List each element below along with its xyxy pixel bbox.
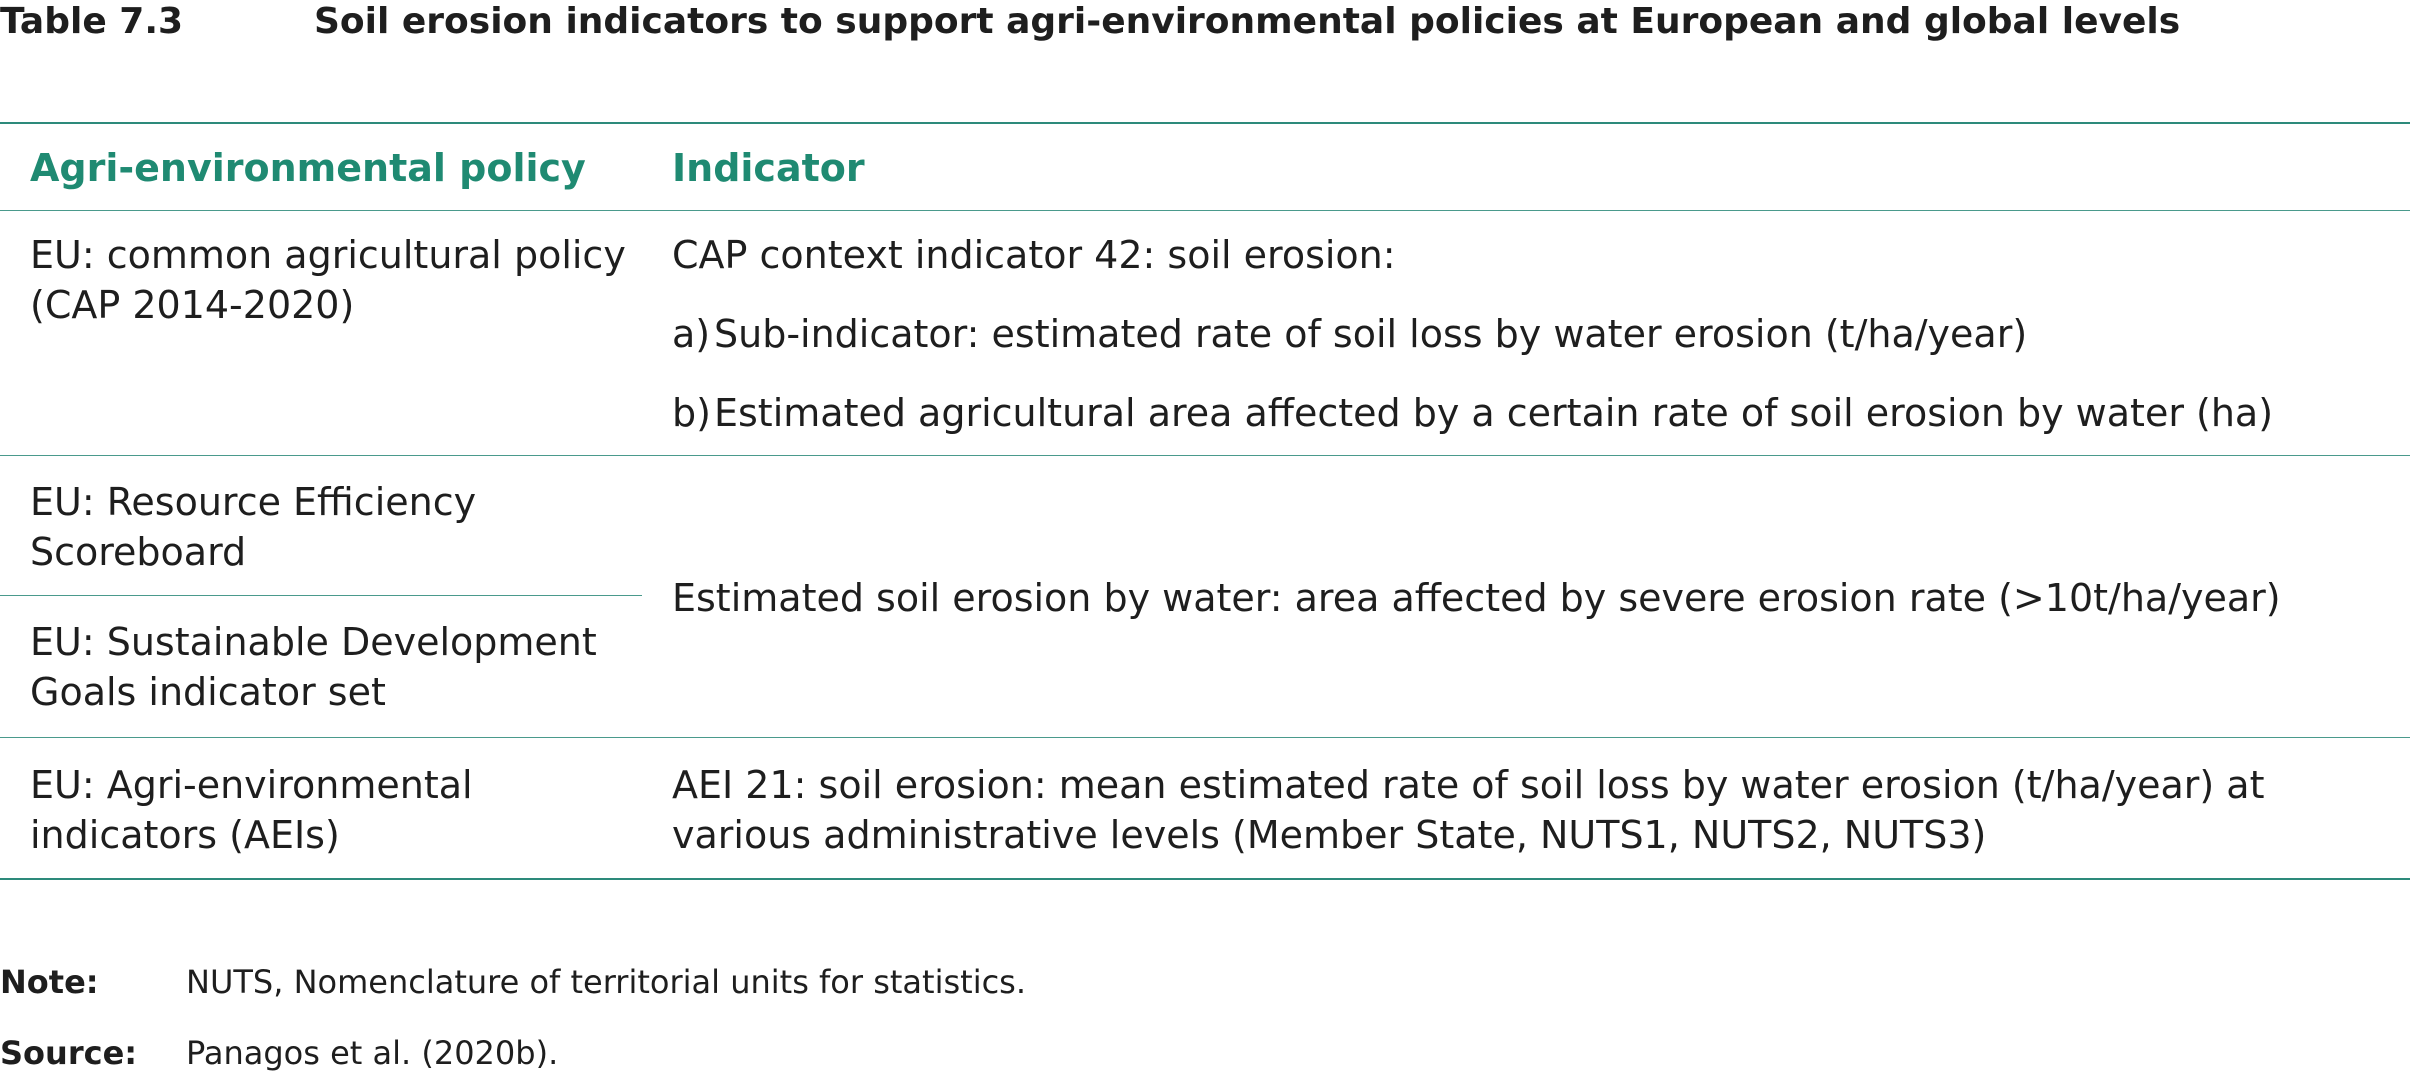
sub-marker: a) xyxy=(672,312,711,356)
note-label: Note: xyxy=(0,963,99,1001)
policy-cell: EU: common agricultural policy (CAP 2014… xyxy=(30,233,626,327)
policy-cell: EU: Agri-environmental indicators (AEIs) xyxy=(30,763,473,857)
sub-marker: b) xyxy=(672,391,711,435)
source-label: Source: xyxy=(0,1034,138,1072)
sub-indicator-a: a) Sub-indicator: estimated rate of soil … xyxy=(672,309,2027,359)
policy-cell: EU: Sustainable Development Goals indica… xyxy=(30,620,597,714)
policy-cell: EU: Resource Efficiency Scoreboard xyxy=(30,480,477,574)
policy-split-rule xyxy=(0,595,642,596)
sub-text: Estimated agricultural area affected by … xyxy=(714,391,2274,435)
sub-indicator-b: b)Estimated agricultural area affected b… xyxy=(672,388,2273,438)
table-bottom-rule xyxy=(0,878,2410,880)
table-top-rule xyxy=(0,122,2410,124)
indicator-intro: CAP context indicator 42: soil erosion: xyxy=(672,233,1396,277)
row-rule xyxy=(0,455,2410,456)
sub-text: Sub-indicator: estimated rate of soil lo… xyxy=(714,312,2028,356)
indicator-cell: Estimated soil erosion by water: area af… xyxy=(672,576,2281,620)
table-number: Table 7.3 xyxy=(0,1,184,42)
header-indicator: Indicator xyxy=(672,146,865,190)
indicator-cell: AEI 21: soil erosion: mean estimated rat… xyxy=(672,763,2265,857)
row-rule xyxy=(0,737,2410,738)
source-text: Panagos et al. (2020b). xyxy=(186,1034,559,1072)
table-title: Soil erosion indicators to support agri-… xyxy=(314,1,2181,42)
header-policy: Agri-environmental policy xyxy=(30,146,586,190)
note-text: NUTS, Nomenclature of territorial units … xyxy=(186,963,1027,1001)
header-rule xyxy=(0,210,2410,211)
